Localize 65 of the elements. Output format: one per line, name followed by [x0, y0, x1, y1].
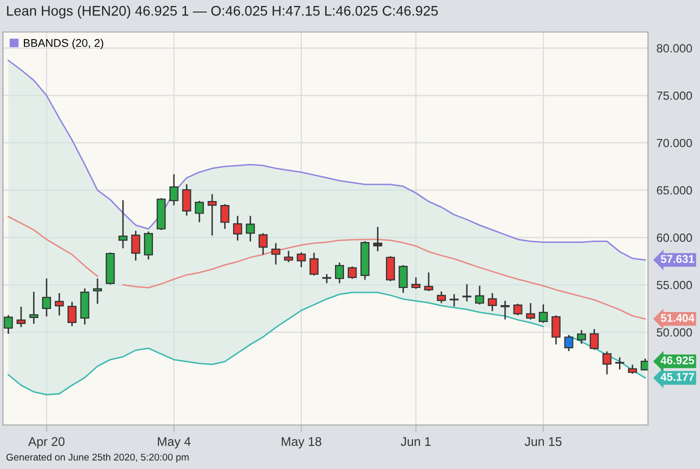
candlestick — [411, 277, 420, 289]
candlestick — [602, 351, 612, 374]
data-label: 51.404 — [660, 314, 694, 322]
x-tick-label: May 4 — [158, 437, 191, 448]
text: 46.925 — [660, 356, 694, 364]
candlestick — [373, 226, 382, 252]
candlestick — [54, 293, 64, 316]
x-tick-label: May 18 — [282, 437, 322, 448]
candlestick — [284, 250, 294, 262]
candlestick — [577, 330, 586, 344]
candlestick — [68, 302, 77, 326]
candlestick — [169, 174, 178, 206]
candlestick — [296, 252, 306, 268]
x-tick-label: Apr 20 — [28, 437, 64, 448]
y-tick-label: 80.000 — [656, 44, 692, 52]
candlestick — [271, 243, 280, 265]
candlestick — [335, 262, 344, 284]
y-tick-label: 55.000 — [656, 280, 692, 290]
x-tick-label: Jun 1 — [400, 437, 431, 446]
candlestick — [194, 200, 204, 222]
candlestick — [450, 294, 459, 306]
candlestick — [233, 216, 242, 241]
candlestick — [16, 306, 26, 328]
chart-title: Lean Hogs (HEN20) 46.925 1 — O:46.025 H:47.15 L:46.025 C:46.925 — [7, 6, 438, 18]
candlestick — [131, 230, 140, 261]
candlestick — [42, 278, 52, 317]
y-tick-label: 50.000 — [656, 328, 692, 337]
candlestick — [93, 278, 102, 304]
line-series — [8, 60, 646, 261]
candlestick — [526, 303, 536, 320]
data-label: 57.631 — [660, 255, 694, 263]
candlestick — [552, 315, 561, 344]
candlestick — [246, 216, 255, 242]
candlestick — [436, 291, 446, 304]
legend-label: BBANDS (20, 2) — [24, 38, 104, 50]
candlestick — [144, 232, 153, 260]
y-tick-label: 70.000 — [656, 138, 692, 148]
y-tick-label: 60.000 — [656, 234, 692, 242]
candlestick — [29, 292, 38, 324]
y-tick-label: 75.000 — [656, 91, 692, 100]
candlestick — [513, 304, 522, 316]
candlestick — [182, 184, 192, 216]
candlestick — [4, 315, 13, 334]
candlestick — [475, 286, 484, 304]
candlestick — [538, 304, 548, 323]
candlestick — [118, 200, 128, 248]
candlestick — [310, 252, 319, 276]
candlestick — [615, 357, 624, 370]
candlestick — [398, 265, 408, 293]
candlestick — [220, 204, 230, 229]
data-label: 45.177 — [660, 373, 694, 381]
x-tick-label: Jun 15 — [524, 437, 562, 446]
candlestick — [564, 335, 574, 352]
candlestick — [208, 194, 217, 236]
candlestick — [462, 284, 472, 302]
candlestick — [258, 233, 268, 255]
text: Generated on June 25th 2020, 5:20:00 pm — [6, 453, 189, 463]
candlestick — [348, 266, 357, 279]
candlestick — [424, 272, 434, 292]
candlestick — [590, 329, 599, 350]
y-tick-label: 65.000 — [656, 186, 692, 195]
candlestick — [386, 256, 395, 282]
candlestick — [500, 300, 510, 320]
candlestick — [322, 274, 332, 284]
candlestick — [488, 293, 497, 312]
